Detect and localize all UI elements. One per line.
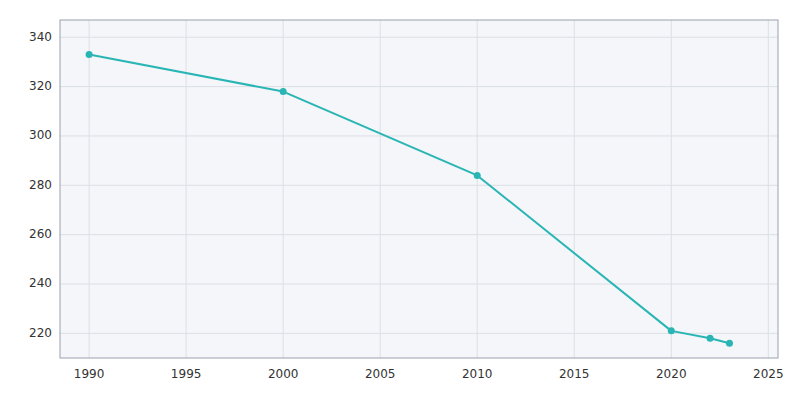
point [668,327,675,334]
point [707,335,714,342]
data-layer [86,51,733,347]
grid-line-y [60,234,778,235]
grid-line-y [60,185,778,186]
grid-line-x [89,20,90,358]
grid-line-x [574,20,575,358]
y-tick-label: 260 [29,227,52,241]
point [726,340,733,347]
line [89,55,729,344]
y-tick-label: 280 [29,178,52,192]
x-tick-label: 2015 [559,367,590,381]
grid-line-x [768,20,769,358]
x-tick-label: 1990 [74,367,105,381]
y-tick-label: 340 [29,30,52,44]
point [86,51,93,58]
grid-line-y [60,135,778,136]
y-tick-label: 240 [29,276,52,290]
grid-line-x [671,20,672,358]
x-tick-label: 2010 [462,367,493,381]
point [280,88,287,95]
chart-container: 1990 1995 2000 2005 2010 2015 2020 2025 220 240 26… [0,0,800,400]
tick-labels: 1990 1995 2000 2005 2010 2015 2020 2025 220 240 26… [29,30,783,381]
grid-line-x [186,20,187,358]
point [474,172,481,179]
y-tick-label: 220 [29,326,52,340]
y-tick-label: 320 [29,79,52,93]
plot-frame [60,20,778,358]
y-tick-label: 300 [29,128,52,142]
grid-line-x [380,20,381,358]
x-tick-label: 2025 [753,367,784,381]
grid-line-y [60,283,778,284]
x-tick-label: 2020 [656,367,687,381]
grid-line-y [60,37,778,38]
x-tick-label: 2000 [268,367,299,381]
x-tick-label: 2005 [365,367,396,381]
grid [60,20,778,358]
x-tick-label: 1995 [171,367,202,381]
grid-line-x [283,20,284,358]
chart: 1990 1995 2000 2005 2010 2015 2020 2025 220 240 26… [0,0,800,400]
grid-line-y [60,86,778,87]
plot-background [60,20,778,358]
grid-line-x [477,20,478,358]
